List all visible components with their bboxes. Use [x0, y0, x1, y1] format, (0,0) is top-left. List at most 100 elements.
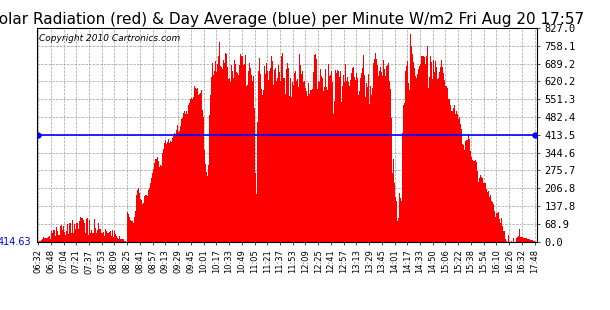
Bar	[110, 231, 111, 242]
Bar	[114, 232, 115, 242]
Bar	[82, 218, 84, 242]
Bar	[51, 232, 52, 242]
Bar	[413, 62, 414, 242]
Bar	[504, 236, 505, 242]
Bar	[532, 240, 533, 242]
Bar	[81, 218, 82, 242]
Bar	[105, 229, 106, 242]
Bar	[146, 195, 147, 242]
Bar	[157, 157, 158, 242]
Bar	[282, 76, 284, 242]
Bar	[320, 69, 321, 242]
Bar	[465, 141, 466, 242]
Bar	[257, 122, 258, 242]
Bar	[268, 80, 269, 242]
Bar	[223, 60, 224, 242]
Bar	[79, 221, 80, 242]
Bar	[196, 89, 197, 242]
Bar	[245, 55, 246, 242]
Bar	[284, 78, 285, 242]
Bar	[407, 61, 408, 242]
Bar	[144, 196, 145, 242]
Bar	[119, 236, 120, 242]
Bar	[198, 95, 199, 242]
Bar	[234, 60, 235, 242]
Bar	[265, 74, 266, 242]
Bar	[354, 77, 355, 242]
Bar	[289, 96, 290, 242]
Bar	[435, 61, 436, 242]
Bar	[143, 200, 144, 242]
Bar	[332, 100, 334, 242]
Bar	[147, 196, 148, 242]
Bar	[295, 71, 296, 242]
Bar	[367, 87, 368, 242]
Bar	[101, 233, 102, 242]
Bar	[218, 56, 219, 242]
Bar	[329, 76, 330, 242]
Bar	[377, 65, 378, 242]
Bar	[524, 238, 525, 242]
Bar	[469, 140, 470, 242]
Bar	[94, 219, 95, 242]
Bar	[382, 51, 384, 242]
Bar	[281, 56, 282, 242]
Bar	[405, 71, 406, 242]
Bar	[373, 63, 374, 242]
Bar	[62, 230, 63, 242]
Bar	[374, 59, 375, 242]
Bar	[58, 235, 59, 242]
Bar	[451, 107, 453, 242]
Bar	[192, 99, 193, 242]
Bar	[431, 62, 432, 242]
Bar	[444, 80, 445, 242]
Bar	[137, 190, 138, 242]
Bar	[228, 79, 229, 242]
Bar	[165, 140, 166, 242]
Bar	[458, 119, 459, 242]
Bar	[235, 77, 236, 242]
Bar	[459, 122, 461, 242]
Bar	[423, 56, 424, 242]
Bar	[201, 104, 203, 242]
Bar	[519, 229, 520, 242]
Bar	[162, 153, 163, 242]
Bar	[338, 71, 339, 242]
Bar	[231, 65, 232, 242]
Bar	[343, 95, 344, 242]
Bar	[187, 114, 188, 242]
Bar	[420, 64, 421, 242]
Bar	[445, 86, 446, 242]
Bar	[528, 239, 529, 242]
Bar	[190, 99, 191, 242]
Bar	[316, 59, 317, 242]
Bar	[340, 70, 341, 242]
Bar	[229, 78, 230, 242]
Bar	[315, 54, 316, 242]
Bar	[436, 67, 437, 242]
Bar	[342, 86, 343, 242]
Bar	[501, 223, 503, 242]
Bar	[327, 90, 328, 242]
Bar	[222, 69, 223, 242]
Bar	[376, 60, 377, 242]
Bar	[259, 47, 260, 242]
Text: 414.63: 414.63	[0, 237, 32, 247]
Bar	[466, 140, 467, 242]
Bar	[319, 82, 320, 242]
Bar	[399, 214, 400, 242]
Bar	[462, 144, 463, 242]
Bar	[207, 176, 208, 242]
Bar	[68, 233, 69, 242]
Bar	[369, 104, 370, 242]
Bar	[434, 72, 435, 242]
Bar	[166, 144, 167, 242]
Bar	[391, 76, 392, 242]
Bar	[409, 47, 411, 242]
Bar	[370, 86, 371, 242]
Bar	[104, 236, 105, 242]
Bar	[172, 138, 173, 242]
Bar	[341, 84, 342, 242]
Bar	[345, 64, 346, 242]
Bar	[446, 86, 447, 242]
